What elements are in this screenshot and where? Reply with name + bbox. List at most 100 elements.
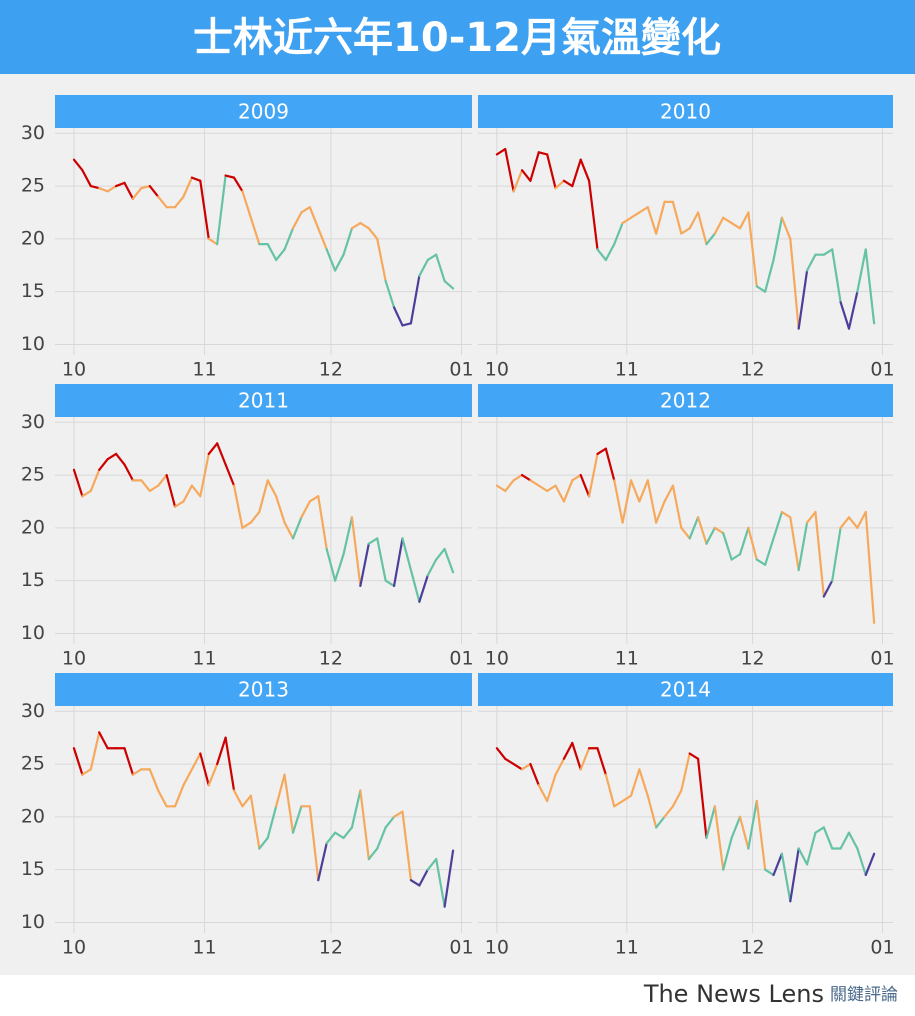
panel-title: 2011: [238, 389, 289, 413]
x-tick-label: 11: [615, 937, 639, 959]
line-segment: [789, 847, 800, 903]
line-segment: [190, 176, 202, 182]
line-segment: [847, 831, 859, 850]
line-segment: [655, 500, 666, 524]
strip: [478, 673, 893, 706]
line-segment: [688, 211, 700, 230]
line-segment: [655, 815, 666, 829]
line-segment: [730, 553, 742, 561]
line-segment: [367, 537, 379, 545]
line-segment: [722, 216, 733, 225]
line-segment: [579, 158, 591, 182]
strip: [55, 673, 472, 706]
line-segment: [831, 526, 842, 582]
line-segment: [376, 537, 387, 582]
line-segment: [216, 736, 227, 766]
line-segment: [562, 741, 574, 760]
line-segment: [864, 852, 876, 877]
line-segment: [504, 757, 515, 766]
line-segment: [258, 479, 269, 514]
line-segment: [579, 473, 591, 498]
line-segment: [384, 279, 396, 309]
line-segment: [342, 826, 354, 840]
line-segment: [173, 195, 185, 209]
line-segment: [722, 836, 733, 871]
line-segment: [747, 799, 758, 850]
line-segment: [571, 158, 582, 188]
x-tick-label: 10: [62, 648, 86, 670]
line-segment: [621, 216, 633, 225]
line-segment: [680, 752, 691, 792]
line-segment: [249, 216, 261, 246]
line-segment: [529, 762, 540, 787]
line-segment: [98, 187, 109, 193]
line-segment: [705, 805, 716, 840]
line-segment: [780, 510, 792, 519]
line-segment: [663, 805, 675, 818]
x-tick-label: 11: [192, 648, 216, 670]
line-segment: [646, 479, 658, 524]
page-title: 士林近六年10-12月氣溫變化: [193, 15, 721, 61]
line-segment: [680, 526, 691, 540]
line-segment: [613, 479, 624, 524]
strip: [478, 95, 893, 128]
line-segment: [554, 484, 566, 503]
line-segment: [546, 773, 557, 803]
line-segment: [839, 516, 851, 529]
line-segment: [173, 500, 185, 508]
line-segment: [241, 190, 252, 219]
strip: [478, 384, 893, 417]
line-segment: [789, 516, 800, 572]
y-tick-label: 20: [21, 516, 45, 538]
line-segment: [81, 768, 92, 776]
line-segment: [604, 773, 616, 808]
x-tick-label: 10: [62, 937, 86, 959]
line-segment: [604, 243, 616, 262]
line-segment: [847, 516, 859, 529]
line-segment: [688, 752, 700, 760]
x-tick-label: 12: [319, 359, 343, 381]
line-segment: [780, 852, 792, 903]
line-segment: [713, 526, 725, 535]
line-segment: [671, 789, 683, 808]
y-tick-label: 10: [21, 333, 45, 355]
line-segment: [722, 532, 733, 561]
line-segment: [520, 169, 532, 182]
line-segment: [713, 805, 725, 871]
x-tick-label: 11: [192, 937, 216, 959]
y-tick-label: 30: [21, 411, 45, 433]
brand-zh: 關鍵評論: [830, 985, 898, 1005]
line-segment: [359, 789, 370, 861]
y-tick-label: 25: [21, 175, 45, 197]
line-segment: [325, 831, 337, 845]
y-tick-label: 30: [21, 122, 45, 144]
line-segment: [300, 206, 311, 214]
line-segment: [384, 579, 396, 588]
line-segment: [738, 526, 750, 556]
line-segment: [789, 237, 800, 330]
line-segment: [587, 452, 599, 498]
line-segment: [856, 847, 867, 877]
line-segment: [123, 463, 135, 482]
line-segment: [713, 216, 725, 235]
line-segment: [504, 479, 515, 493]
line-segment: [520, 762, 532, 771]
line-segment: [443, 547, 455, 574]
line-segment: [350, 789, 362, 829]
line-segment: [98, 458, 109, 471]
line-segment: [814, 826, 825, 834]
line-segment: [376, 237, 387, 283]
line-segment: [182, 768, 193, 787]
line-segment: [72, 468, 84, 498]
line-segment: [696, 757, 708, 840]
panel-title: 2012: [660, 389, 711, 413]
line-segment: [797, 847, 809, 866]
line-segment: [291, 516, 303, 540]
line-segment: [283, 227, 295, 251]
line-segment: [266, 243, 278, 262]
line-segment: [275, 773, 286, 808]
line-segment: [401, 537, 413, 572]
line-segment: [688, 516, 700, 540]
line-segment: [401, 810, 413, 882]
